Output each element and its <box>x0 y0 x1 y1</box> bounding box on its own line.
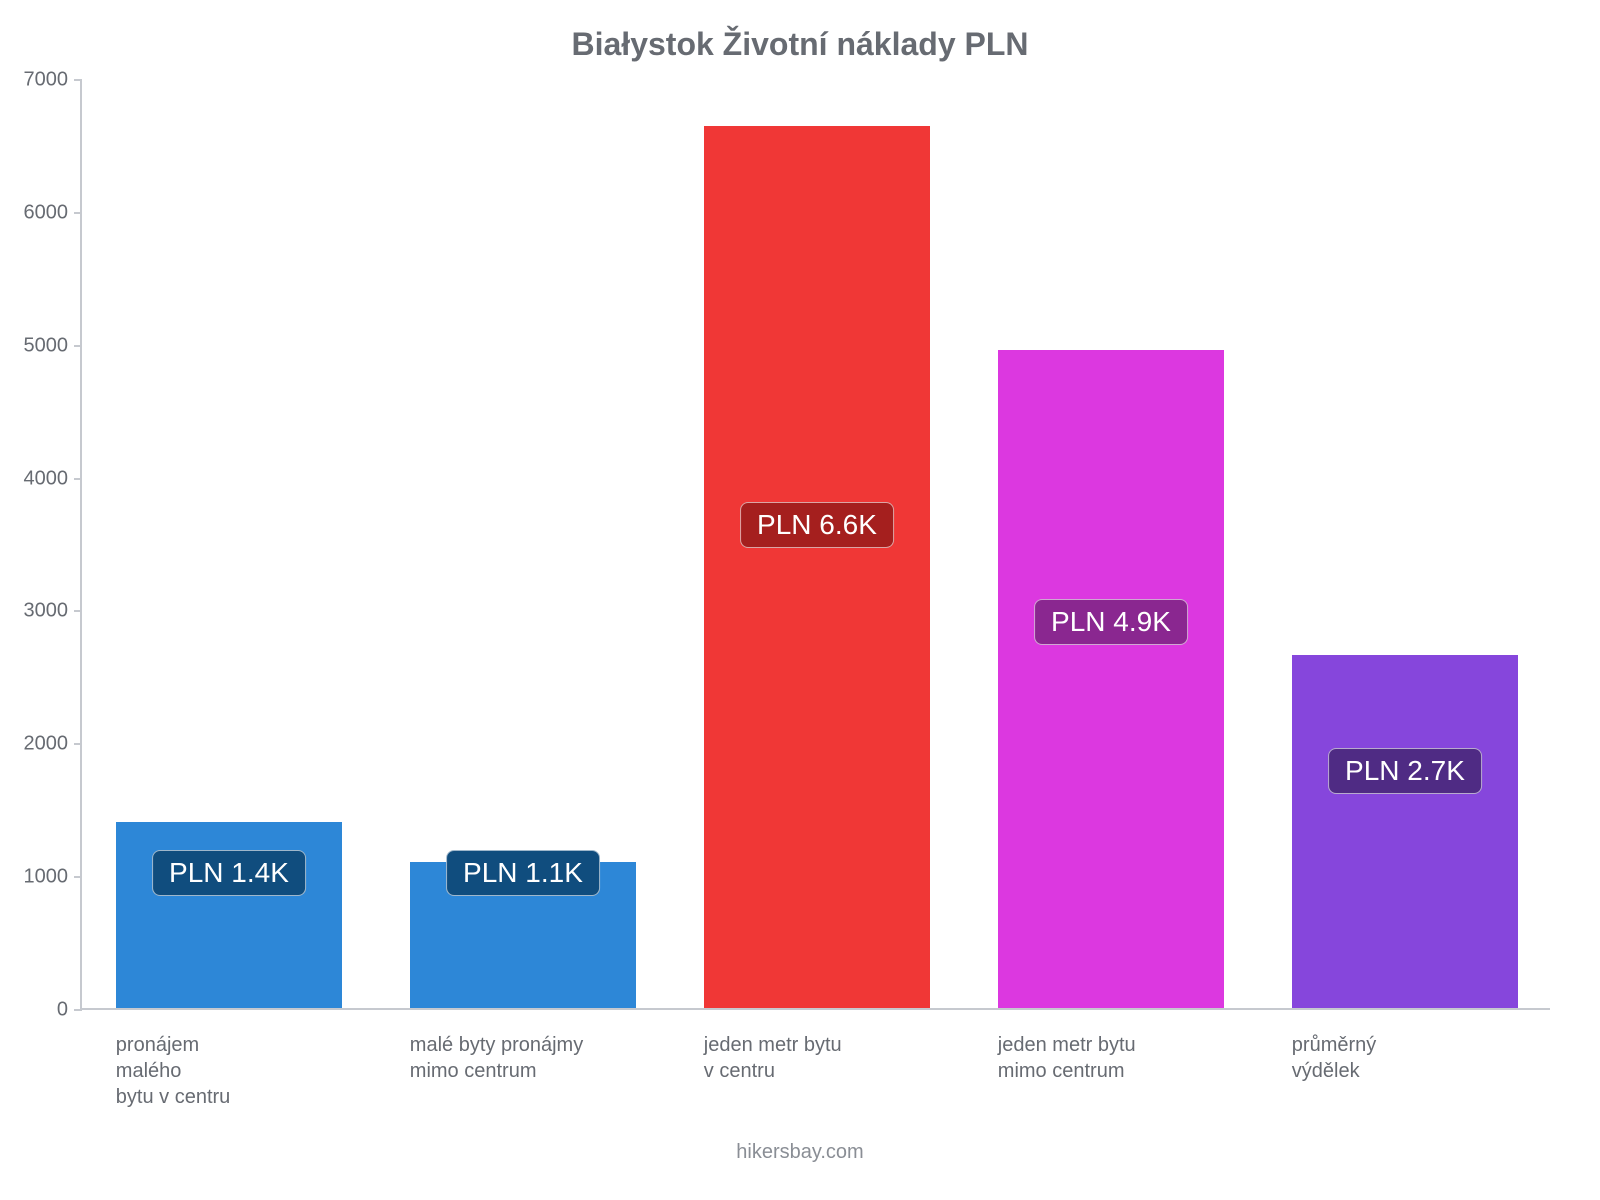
y-tick-mark <box>74 345 82 347</box>
chart-title: Białystok Životní náklady PLN <box>0 26 1600 63</box>
bar-value-badge: PLN 1.4K <box>152 850 306 896</box>
y-tick-label: 4000 <box>24 467 69 490</box>
x-tick-label: jeden metr bytu mimo centrum <box>998 1032 1136 1084</box>
y-tick-mark <box>74 743 82 745</box>
x-tick-label: pronájem malého bytu v centru <box>116 1032 231 1110</box>
y-tick-label: 0 <box>57 999 68 1022</box>
x-tick-label: průměrný výdělek <box>1292 1032 1376 1084</box>
bar: PLN 2.7K <box>1292 655 1518 1008</box>
y-tick-mark <box>74 79 82 81</box>
x-tick-label: malé byty pronájmy mimo centrum <box>410 1032 583 1084</box>
y-tick-mark <box>74 1009 82 1011</box>
bar-value-badge: PLN 2.7K <box>1328 748 1482 794</box>
y-tick-mark <box>74 212 82 214</box>
y-tick-label: 6000 <box>24 201 69 224</box>
bar: PLN 6.6K <box>704 126 930 1008</box>
y-tick-label: 2000 <box>24 733 69 756</box>
bar: PLN 1.1K <box>410 862 636 1008</box>
y-tick-label: 3000 <box>24 600 69 623</box>
y-tick-label: 7000 <box>24 69 69 92</box>
x-tick-label: jeden metr bytu v centru <box>704 1032 842 1084</box>
bar-value-badge: PLN 4.9K <box>1034 599 1188 645</box>
chart-container: Białystok Životní náklady PLN 0100020003… <box>0 0 1600 1200</box>
y-tick-mark <box>74 876 82 878</box>
y-tick-label: 1000 <box>24 866 69 889</box>
bar: PLN 1.4K <box>116 822 342 1008</box>
plot-area: 01000200030004000500060007000PLN 1.4Kpro… <box>80 80 1550 1010</box>
y-tick-mark <box>74 610 82 612</box>
y-tick-mark <box>74 478 82 480</box>
bar-value-badge: PLN 1.1K <box>446 850 600 896</box>
y-tick-label: 5000 <box>24 334 69 357</box>
bar-value-badge: PLN 6.6K <box>740 502 894 548</box>
attribution: hikersbay.com <box>0 1141 1600 1164</box>
bar: PLN 4.9K <box>998 350 1224 1008</box>
